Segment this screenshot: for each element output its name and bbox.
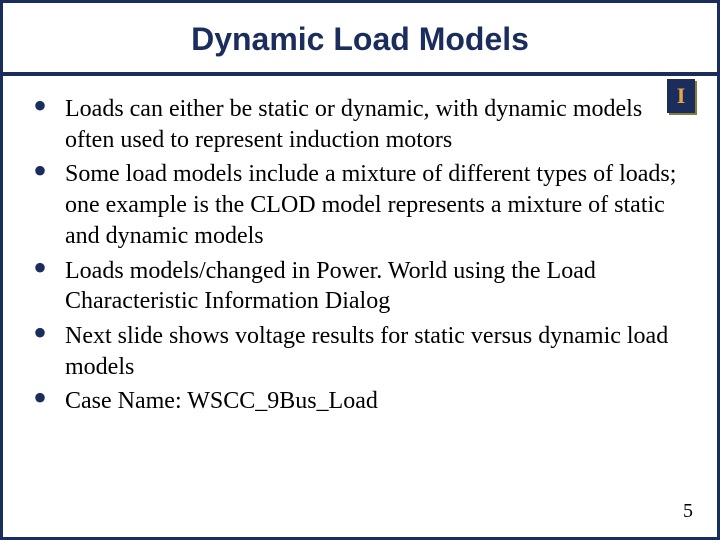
slide-title: Dynamic Load Models (3, 3, 717, 72)
page-number: 5 (683, 500, 693, 523)
list-item: Loads can either be static or dynamic, w… (33, 94, 687, 155)
list-item: Case Name: WSCC_9Bus_Load (33, 386, 687, 417)
list-item: Next slide shows voltage results for sta… (33, 321, 687, 382)
slide-body: Loads can either be static or dynamic, w… (3, 76, 717, 417)
bullet-list: Loads can either be static or dynamic, w… (33, 94, 687, 417)
list-item: Loads models/changed in Power. World usi… (33, 256, 687, 317)
list-item: Some load models include a mixture of di… (33, 159, 687, 251)
